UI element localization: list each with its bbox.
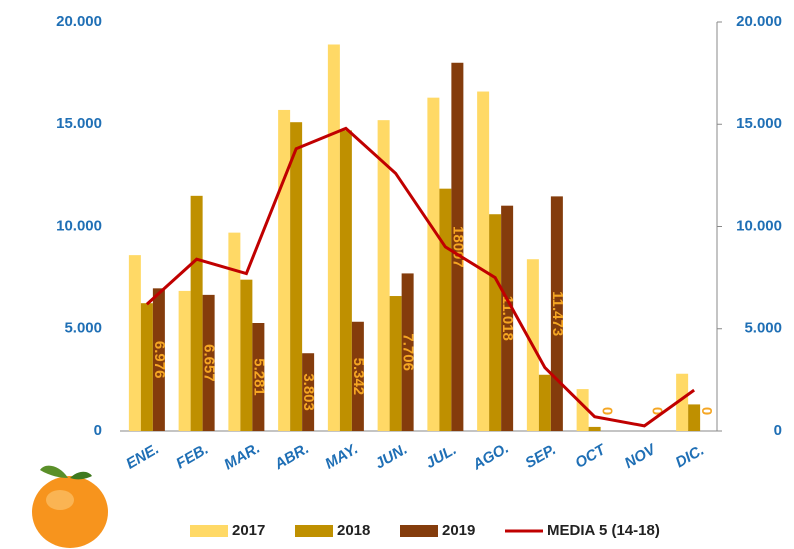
legend-label: MEDIA 5 (14-18) [547,522,660,539]
x-tick-label: MAY. [322,440,361,472]
bar [202,294,215,431]
value-label: 5.342 [350,358,367,396]
bar [228,232,241,431]
bar [290,122,303,431]
legend-swatch [190,525,228,537]
value-label: 0 [599,407,616,415]
x-tick-label: OCT [572,440,610,471]
bar [128,255,141,431]
y-tick-label: 5.000 [64,320,102,337]
y-tick-label: 20.000 [56,13,102,30]
value-label: 0 [698,407,715,415]
y-tick-label: 10.000 [56,217,102,234]
x-tick-label: AGO. [469,440,512,474]
bar [302,353,315,431]
legend-swatch [400,525,438,537]
bar [501,205,514,431]
bar [550,196,563,431]
x-tick-label: JUN. [372,441,410,473]
y2-tick-label: 0 [774,422,782,439]
value-label: 6.976 [151,341,168,379]
y2-tick-label: 10.000 [736,217,782,234]
value-label: 6.657 [201,344,218,382]
y-tick-label: 15.000 [56,115,102,132]
bar [477,91,490,431]
bar [152,288,165,431]
x-tick-label: NOV [622,440,660,472]
bar [451,62,464,432]
legend-label: 2018 [337,522,370,539]
bar [588,426,601,431]
legend-label: 2017 [232,522,265,539]
bar [401,273,414,431]
value-label: 5.281 [250,358,267,396]
bar [140,303,153,431]
bar [240,279,253,431]
value-label: 3.803 [300,373,317,411]
bar [351,321,364,431]
bar [439,188,452,431]
bar [427,97,440,431]
line-series [145,126,696,428]
y-tick-label: 0 [94,422,102,439]
bar [252,323,265,431]
bar [688,404,701,431]
x-tick-label: MAR. [221,440,263,474]
bar [676,373,689,431]
bar [538,374,551,431]
y2-tick-label: 15.000 [736,115,782,132]
value-label: 0 [648,407,665,415]
bar [190,195,203,431]
value-label: 11.473 [549,291,566,336]
bar [339,130,352,431]
value-label: 7.706 [400,333,417,371]
orange-icon [32,465,108,548]
bar [389,296,402,431]
y2-tick-label: 5.000 [744,320,782,337]
bar [489,214,502,431]
y2-tick-label: 20.000 [736,13,782,30]
legend-label: 2019 [442,522,475,539]
legend-swatch [295,525,333,537]
x-tick-label: FEB. [173,441,211,473]
bar [278,109,291,431]
x-tick-label: ENE. [123,440,162,472]
x-tick-label: JUL. [423,441,460,472]
x-tick-label: SEP. [522,441,558,472]
bar [178,290,191,431]
bar [576,389,589,431]
bar [327,44,340,432]
value-label: 18007 [449,226,466,268]
x-tick-label: ABR. [271,440,312,474]
bar [377,120,390,431]
x-tick-label: DIC. [673,442,707,472]
